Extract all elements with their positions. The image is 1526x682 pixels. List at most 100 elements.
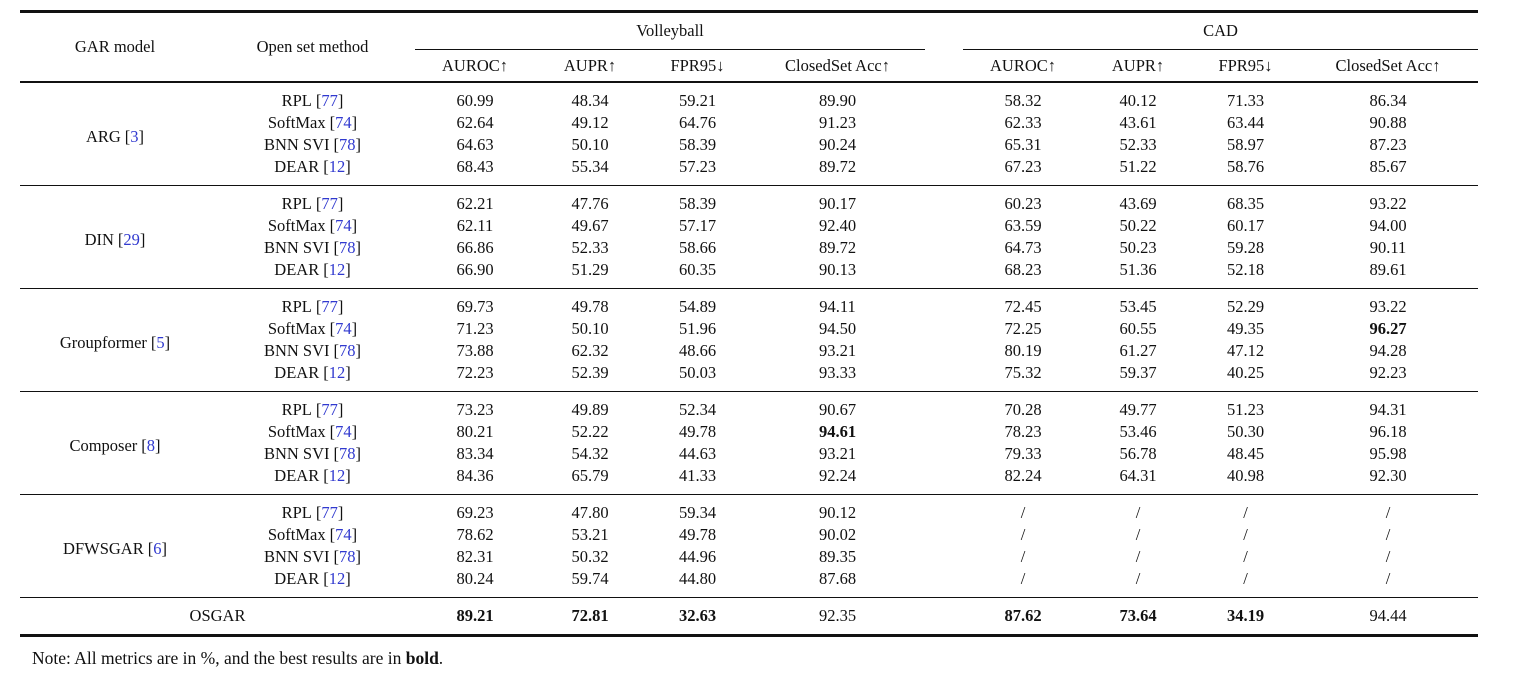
metric-value: 64.76: [678, 112, 717, 132]
open-set-method-name: RPL: [281, 399, 312, 419]
metric-value: 58.39: [678, 193, 717, 213]
metric-value: 75.32: [1004, 362, 1042, 382]
metric-value: 52.29: [1226, 296, 1265, 316]
citation-link[interactable]: 78: [339, 134, 356, 154]
citation: [77]: [316, 400, 344, 419]
citation-open-bracket: [: [117, 230, 124, 250]
citation-open-bracket: [: [315, 296, 322, 316]
metric-value: 63.59: [1004, 215, 1042, 235]
citation-link[interactable]: 6: [153, 539, 162, 559]
metric-value: 40.98: [1226, 465, 1265, 485]
citation-link[interactable]: 74: [335, 421, 352, 441]
metric-value: 68.43: [456, 156, 494, 176]
metric-value: 58.97: [1226, 134, 1265, 154]
gar-model-cell: DFWSGAR [6]: [20, 495, 210, 598]
citation: [77]: [316, 297, 344, 316]
citation-link[interactable]: 77: [321, 90, 338, 110]
table-row: ARG [3] RPL [77] 60.99 48.34 59.21 89.90 58.32 40…: [20, 82, 1478, 146]
col-group-cad: CAD: [963, 11, 1478, 50]
metric-value: 48.34: [571, 90, 609, 110]
citation: [3]: [125, 127, 144, 146]
metric-value: 94.00: [1369, 215, 1407, 235]
citation-link[interactable]: 77: [321, 399, 338, 419]
citation-link[interactable]: 78: [339, 237, 356, 257]
citation-link[interactable]: 77: [321, 296, 338, 316]
results-table: GAR model Open set method Volleyball CAD…: [20, 10, 1478, 637]
metric-value: /: [1243, 568, 1248, 588]
metric-value: 71.23: [456, 318, 494, 338]
metric-value: 52.18: [1226, 259, 1265, 279]
metric-value: 56.78: [1119, 443, 1157, 463]
metric-value: 50.30: [1226, 421, 1265, 441]
table-row: SoftMax [74] 78.62 53.21 49.78 90.02 / / / /: [20, 524, 1478, 546]
column-gap: [925, 362, 963, 392]
citation-close-bracket: ]: [345, 568, 351, 588]
citation-link[interactable]: 74: [335, 112, 352, 132]
open-set-method-name: BNN SVI: [263, 237, 330, 257]
column-gap: [925, 524, 963, 546]
citation-close-bracket: ]: [355, 134, 362, 154]
table-row: BNN SVI [78] 73.88 62.32 48.66 93.21 80.19 61.2…: [20, 340, 1478, 362]
model-group-din: DIN [29] RPL [77] 62.21 47.76 58.39 90.17 60.23 4…: [20, 185, 1478, 289]
open-set-method-cell: SoftMax [74]: [210, 318, 415, 340]
column-gap: [925, 598, 963, 636]
citation: [5]: [151, 333, 170, 352]
table-row: SoftMax [74] 62.64 49.12 64.76 91.23 62.33 43.6…: [20, 112, 1478, 134]
citation-close-bracket: ]: [161, 539, 167, 559]
col-header-gar-model: GAR model: [74, 37, 156, 56]
open-set-method-cell: RPL [77]: [210, 392, 415, 422]
citation-link[interactable]: 77: [321, 502, 338, 522]
table-row: Groupformer [5] RPL [77] 69.73 49.78 54.89 94.1…: [20, 289, 1478, 352]
citation-link[interactable]: 74: [335, 215, 352, 235]
gar-model-cell: DIN [29]: [20, 186, 210, 289]
metric-value: /: [1020, 546, 1026, 566]
citation-link[interactable]: 78: [339, 546, 356, 566]
open-set-method-cell: DEAR [12]: [210, 362, 415, 392]
table-row: DFWSGAR [6] RPL [77] 69.23 47.80 59.34 90.12// /…: [20, 495, 1478, 558]
citation-link[interactable]: 3: [130, 127, 139, 147]
citation-link[interactable]: 12: [328, 259, 346, 279]
metric-value: 60.99: [456, 90, 494, 110]
citation: [74]: [330, 319, 358, 338]
citation-link[interactable]: 77: [321, 193, 338, 213]
citation-link[interactable]: 5: [156, 333, 165, 353]
citation-open-bracket: [: [323, 156, 329, 176]
citation-link[interactable]: 29: [123, 230, 140, 250]
gar-model-name: DFWSGAR: [63, 539, 144, 559]
citation-open-bracket: [: [329, 215, 336, 235]
column-gap: [925, 289, 963, 319]
citation-link[interactable]: 74: [335, 524, 352, 544]
metric-value: 59.37: [1119, 362, 1157, 382]
metric-value: 90.02: [818, 524, 857, 544]
citation-link[interactable]: 12: [328, 362, 346, 382]
citation-open-bracket: [: [150, 333, 157, 353]
metric-value: 72.23: [456, 362, 494, 382]
metric-value: 62.33: [1004, 112, 1042, 132]
table-row: DEAR [12] 72.23 52.39 50.03 93.33 75.32 59.37 40…: [20, 362, 1478, 392]
metric-value: 83.34: [456, 443, 494, 463]
table-row: Composer [8] RPL [77] 73.23 49.89 52.34 90.67 70…: [20, 392, 1478, 455]
metric-value: 94.28: [1369, 340, 1407, 360]
citation-link[interactable]: 12: [328, 465, 346, 485]
citation-close-bracket: ]: [351, 524, 358, 544]
citation-open-bracket: [: [315, 90, 322, 110]
metric-value: 49.35: [1226, 318, 1265, 338]
citation: [78]: [334, 238, 362, 257]
citation-link[interactable]: 78: [339, 340, 356, 360]
metric-value: 43.69: [1119, 193, 1157, 213]
citation-link[interactable]: 12: [328, 156, 346, 176]
metric-value: 92.30: [1369, 465, 1407, 485]
citation-link[interactable]: 78: [339, 443, 356, 463]
citation-link[interactable]: 12: [328, 568, 346, 588]
citation-link[interactable]: 74: [335, 318, 352, 338]
citation-close-bracket: ]: [351, 112, 358, 132]
metric-value: /: [1385, 546, 1391, 566]
citation-link[interactable]: 8: [146, 436, 156, 456]
metric-value: 50.03: [678, 362, 717, 382]
metric-value: 68.35: [1226, 193, 1265, 213]
metric-value: /: [1020, 524, 1026, 544]
metric-value: 80.21: [456, 421, 494, 441]
metric-value: 62.11: [456, 215, 494, 235]
metric-value: 59.28: [1226, 237, 1265, 257]
table-row: DEAR [12] 66.90 51.29 60.35 90.13 68.23 51.36 52…: [20, 259, 1478, 289]
